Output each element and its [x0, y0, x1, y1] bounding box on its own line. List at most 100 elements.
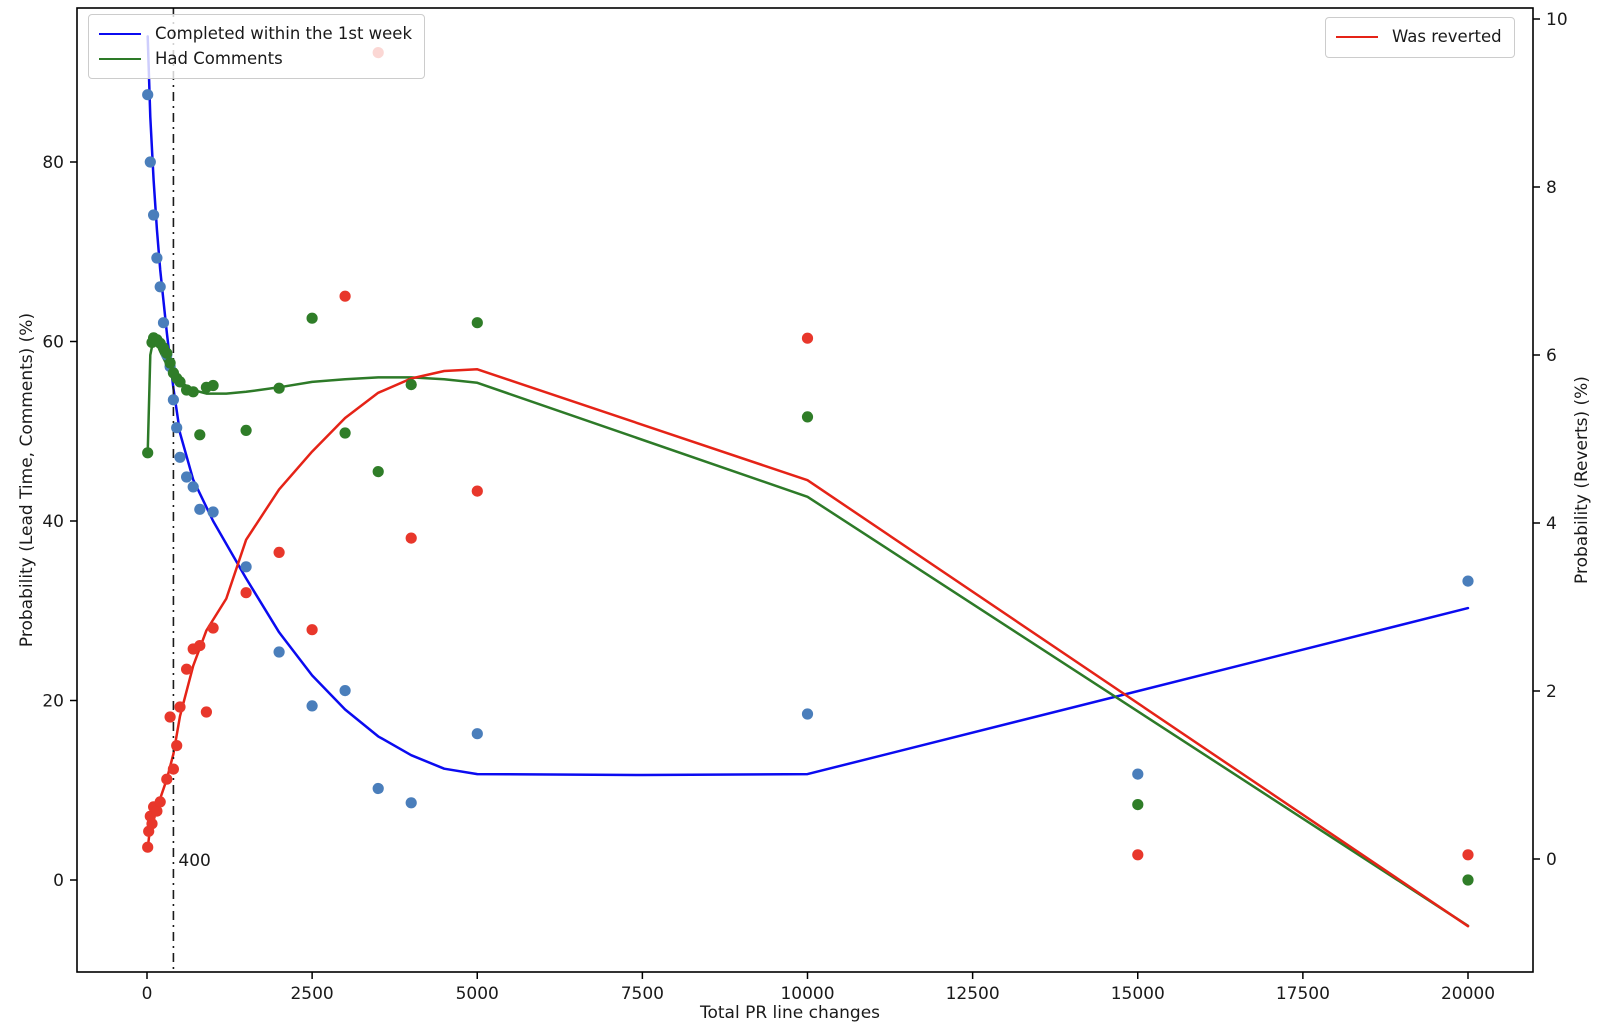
- completed-within-1st-week-scatter-point: [151, 252, 163, 264]
- y-left-tick-label: 0: [53, 871, 64, 891]
- had-comments-scatter-point: [194, 429, 206, 441]
- was-reverted-scatter-point: [207, 622, 219, 634]
- had-comments-line-swatch: [99, 57, 141, 60]
- plot-border: [76, 7, 1534, 973]
- was-reverted-scatter-point: [164, 711, 176, 723]
- x-tick-label: 0: [142, 984, 153, 1004]
- legend-label: Was reverted: [1392, 27, 1502, 46]
- had-comments-scatter-point: [1132, 799, 1144, 811]
- y-right-tick-label: 6: [1546, 346, 1557, 366]
- x-tick-label: 12500: [946, 984, 1000, 1004]
- had-comments-scatter-point: [164, 357, 176, 369]
- completed-within-1st-week-scatter-point: [181, 471, 193, 483]
- completed-within-1st-week-scatter-point: [142, 89, 154, 101]
- was-reverted-scatter-point: [146, 818, 158, 830]
- was-reverted-scatter-point: [1132, 849, 1144, 861]
- had-comments-scatter-point: [471, 317, 483, 329]
- legend-upper-right: Was reverted: [1325, 17, 1515, 58]
- y-right-tick-label: 10: [1546, 10, 1568, 30]
- was-reverted-line-swatch: [1336, 36, 1378, 39]
- completed-within-1st-week-scatter-point: [167, 394, 179, 406]
- completed-within-1st-week-scatter-point: [471, 728, 483, 740]
- was-reverted-scatter-point: [154, 796, 166, 808]
- had-comments-scatter-point: [801, 411, 814, 423]
- completed-within-1st-week-scatter-point: [1132, 768, 1144, 780]
- was-reverted-scatter-point: [1462, 849, 1474, 861]
- completed-within-1st-week-scatter-point: [174, 451, 186, 463]
- y-right-tick-label: 8: [1546, 178, 1557, 198]
- had-comments-scatter-point: [273, 382, 285, 394]
- completed-within-1st-week-scatter-point: [157, 317, 170, 329]
- legend-entry-completed: Completed within the 1st week: [99, 22, 412, 47]
- was-reverted-scatter-point: [181, 663, 193, 675]
- y-left-tick-label: 40: [42, 512, 64, 532]
- x-tick-label: 2500: [290, 984, 333, 1004]
- was-reverted-scatter-point: [339, 290, 351, 302]
- x-tick-label: 5000: [456, 984, 499, 1004]
- completed-within-1st-week-scatter-point: [194, 503, 206, 515]
- was-reverted-scatter-point: [171, 740, 183, 752]
- had-comments-scatter-point: [306, 312, 318, 324]
- completed-within-1st-week-scatter-point: [273, 646, 285, 658]
- was-reverted-scatter-point: [306, 624, 318, 636]
- was-reverted-scatter-point: [801, 332, 814, 344]
- completed-within-1st-week-trend: [146, 35, 1470, 777]
- x-tick-label: 15000: [1111, 984, 1165, 1004]
- legend-label: Had Comments: [155, 48, 283, 68]
- legend-entry-had-comments: Had Comments: [99, 47, 412, 72]
- had-comments-scatter-point: [405, 379, 417, 391]
- x-tick-label: 20000: [1441, 984, 1495, 1004]
- was-reverted-scatter-point: [405, 532, 417, 544]
- x-tick-label: 17500: [1276, 984, 1330, 1004]
- completed-within-1st-week-scatter-point: [306, 700, 318, 712]
- y-right-tick-label: 0: [1546, 850, 1557, 870]
- completed-within-1st-week-scatter-point: [372, 782, 384, 795]
- y-axis-label-left: Probability (Lead Time, Comments) (%): [17, 312, 37, 648]
- had-comments-scatter-point: [187, 386, 199, 398]
- was-reverted-scatter-point: [142, 841, 154, 853]
- was-reverted-scatter-point: [167, 763, 179, 775]
- had-comments-scatter-point: [372, 466, 384, 478]
- had-comments-scatter-point: [142, 447, 154, 459]
- was-reverted-scatter-point: [151, 805, 163, 817]
- completed-within-1st-week-scatter-point: [144, 156, 156, 168]
- completed-within-1st-week-scatter-point: [240, 561, 252, 573]
- completed-within-1st-week-scatter-point: [187, 481, 199, 493]
- legend-entry-was-reverted: Was reverted: [1336, 25, 1502, 50]
- had-comments-scatter-point: [174, 376, 186, 388]
- completed-within-1st-week-scatter-point: [405, 797, 417, 809]
- completed-within-1st-week-scatter-point: [154, 281, 166, 293]
- had-comments-scatter-point: [1462, 874, 1474, 886]
- x-axis-label: Total PR line changes: [699, 1003, 881, 1023]
- y-left-tick-label: 60: [42, 333, 64, 353]
- legend-upper-left: Completed within the 1st week Had Commen…: [88, 14, 426, 79]
- was-reverted-scatter-point: [273, 546, 285, 559]
- y-axis-label-right: Probability (Reverts) (%): [1572, 376, 1592, 584]
- completed-within-1st-week-scatter-point: [1462, 575, 1474, 587]
- completed-within-1st-week-scatter-point: [148, 209, 160, 221]
- had-comments-scatter-point: [240, 424, 252, 436]
- was-reverted-scatter-point: [174, 701, 186, 713]
- y-left-tick-label: 20: [42, 692, 64, 712]
- had-comments-scatter-point: [207, 379, 219, 392]
- had-comments-scatter-point: [161, 347, 173, 359]
- was-reverted-scatter-point: [194, 640, 206, 652]
- completed-line-swatch: [99, 33, 141, 36]
- completed-within-1st-week-scatter-point: [171, 422, 183, 434]
- completed-within-1st-week-scatter-point: [339, 685, 351, 697]
- x-tick-label: 7500: [621, 984, 664, 1004]
- was-reverted-scatter-point: [471, 485, 483, 497]
- was-reverted-scatter-point: [200, 706, 212, 718]
- y-left-tick-label: 80: [42, 153, 64, 173]
- completed-within-1st-week-scatter-point: [207, 506, 219, 518]
- had-comments-scatter-point: [339, 427, 351, 439]
- annotation-400: 400: [178, 851, 210, 871]
- x-tick-label: 10000: [780, 984, 834, 1004]
- y-right-tick-label: 4: [1546, 514, 1557, 534]
- completed-within-1st-week-scatter-point: [801, 708, 814, 720]
- was-reverted-trend: [146, 368, 1470, 928]
- y-right-tick-label: 2: [1546, 682, 1557, 702]
- legend-label: Completed within the 1st week: [155, 24, 413, 43]
